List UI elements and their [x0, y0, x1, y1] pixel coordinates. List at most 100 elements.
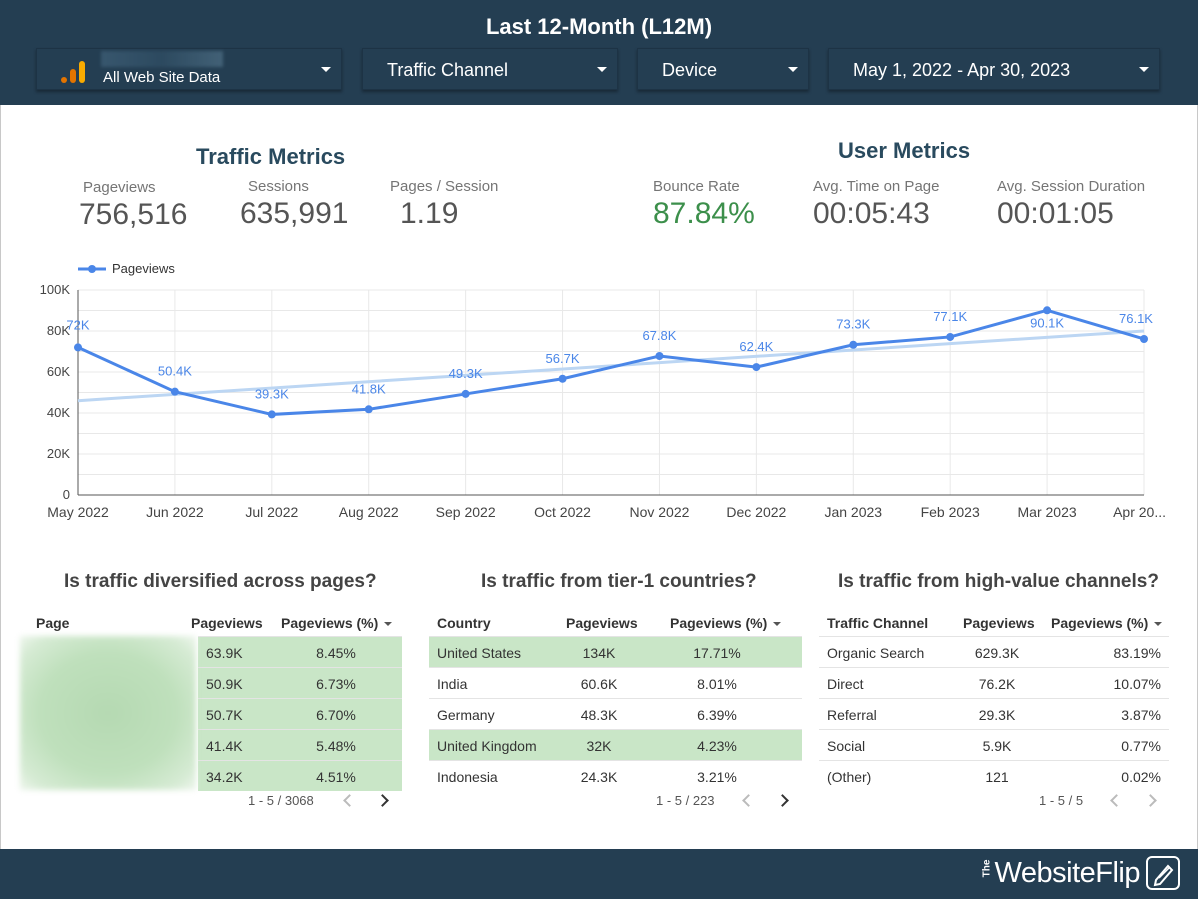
- cell-pct: 6.70%: [316, 707, 356, 723]
- table-row[interactable]: 50.9K 6.73%: [198, 667, 402, 698]
- legend-swatch-dot: [88, 265, 96, 273]
- table-row[interactable]: India 60.6K 8.01%: [429, 667, 802, 698]
- sessions-label: Sessions: [248, 178, 309, 195]
- x-tick-label: Nov 2022: [629, 504, 689, 520]
- cell-pct: 10.07%: [1113, 676, 1161, 692]
- sessions-value: 635,991: [240, 197, 349, 230]
- device-filter-label: Device: [662, 60, 718, 80]
- column-header-pageviews-pct[interactable]: Pageviews (%): [1051, 615, 1163, 631]
- column-header-pageviews-pct-label: Pageviews (%): [281, 615, 379, 631]
- x-tick-label: Sep 2022: [436, 504, 496, 520]
- cell-pct: 6.73%: [316, 676, 356, 692]
- data-point: [364, 405, 373, 414]
- table-row[interactable]: Referral 29.3K 3.87%: [819, 698, 1169, 729]
- data-label: 56.7K: [546, 351, 580, 366]
- data-label: 73.3K: [836, 317, 870, 332]
- column-header-pageviews-pct-label: Pageviews (%): [670, 615, 768, 631]
- table-row[interactable]: Social 5.9K 0.77%: [819, 729, 1169, 760]
- cell-name: United States: [437, 645, 522, 661]
- table-row[interactable]: 41.4K 5.48%: [198, 729, 402, 760]
- account-name-redacted: [101, 51, 223, 67]
- cell-pct: 0.02%: [1121, 769, 1161, 785]
- date-range-picker[interactable]: May 1, 2022 - Apr 30, 2023: [828, 48, 1160, 90]
- data-label: 49.3K: [449, 366, 483, 381]
- sort-desc-icon: [1154, 622, 1163, 627]
- data-point: [1140, 334, 1148, 343]
- data-source-selector[interactable]: All Web Site Data: [36, 48, 342, 90]
- cell-name: United Kingdom: [437, 738, 537, 754]
- data-label: 50.4K: [158, 364, 192, 379]
- pageviews-label: Pageviews: [83, 179, 156, 196]
- dashboard-header: Last 12-Month (L12M) All Web Site Data T…: [0, 0, 1198, 105]
- column-header-pageviews-pct[interactable]: Pageviews (%): [670, 615, 782, 631]
- cell-pct: 4.23%: [697, 738, 737, 754]
- cell-name: Indonesia: [437, 769, 498, 785]
- chevron-down-icon: [788, 67, 798, 72]
- data-label: 67.8K: [642, 328, 676, 343]
- data-point: [461, 389, 470, 398]
- pageviews-scorecard: Pageviews 756,516: [79, 179, 187, 232]
- table-row[interactable]: Direct 76.2K 10.07%: [819, 667, 1169, 698]
- pageviews-value: 756,516: [79, 198, 188, 231]
- avg-session-duration-value: 00:01:05: [997, 197, 1114, 230]
- cell-views: 48.3K: [580, 707, 618, 723]
- x-tick-label: Jun 2022: [146, 504, 204, 520]
- table-row[interactable]: Germany 48.3K 6.39%: [429, 698, 802, 729]
- page-urls-redacted: [20, 636, 196, 790]
- data-point: [74, 343, 82, 352]
- traffic-channel-filter[interactable]: Traffic Channel: [362, 48, 618, 90]
- sessions-scorecard: Sessions 635,991: [240, 178, 348, 231]
- cell-name: Social: [827, 738, 866, 754]
- cell-views: 24.3K: [580, 769, 618, 785]
- table-row[interactable]: 34.2K 4.51%: [198, 760, 402, 791]
- y-tick-label: 100K: [40, 282, 71, 297]
- data-point: [655, 352, 664, 361]
- column-header-country[interactable]: Country: [437, 615, 491, 631]
- y-tick-label: 0: [63, 487, 70, 502]
- column-header-page[interactable]: Page: [36, 615, 70, 631]
- cell-pct: 6.39%: [697, 707, 737, 723]
- y-tick-label: 40K: [47, 405, 70, 420]
- data-point: [752, 363, 761, 372]
- data-point: [849, 340, 858, 349]
- cell-views: 50.9K: [206, 676, 243, 692]
- x-tick-label: May 2022: [47, 504, 109, 520]
- chevron-down-icon: [321, 67, 331, 72]
- pages-per-session-value: 1.19: [400, 197, 459, 230]
- column-header-pageviews[interactable]: Pageviews: [566, 615, 638, 631]
- table-row[interactable]: 63.9K 8.45%: [198, 636, 402, 667]
- column-header-pageviews-pct[interactable]: Pageviews (%): [281, 615, 393, 631]
- cell-pct: 8.45%: [316, 645, 356, 661]
- cell-name: Direct: [827, 676, 864, 692]
- table-row[interactable]: (Other) 121 0.02%: [819, 760, 1169, 791]
- column-header-pageviews[interactable]: Pageviews: [963, 615, 1035, 631]
- avg-time-on-page-value: 00:05:43: [813, 197, 930, 230]
- column-header-pageviews[interactable]: Pageviews: [191, 615, 263, 631]
- user-metrics-title: User Metrics: [838, 138, 971, 163]
- data-source-label: All Web Site Data: [103, 69, 221, 86]
- x-tick-label: Apr 20...: [1113, 504, 1166, 520]
- cell-name: Organic Search: [827, 645, 925, 661]
- y-tick-label: 20K: [47, 446, 70, 461]
- cell-name: (Other): [827, 769, 872, 785]
- date-range-label: May 1, 2022 - Apr 30, 2023: [853, 60, 1071, 80]
- table-row[interactable]: Indonesia 24.3K 3.21%: [429, 760, 802, 791]
- brand-logo-text: WebsiteFlip: [994, 857, 1141, 889]
- device-filter[interactable]: Device: [637, 48, 809, 90]
- data-label: 39.3K: [255, 386, 289, 401]
- data-label: 76.1K: [1119, 311, 1153, 326]
- dashboard-title: Last 12-Month (L12M): [485, 14, 713, 39]
- bounce-rate-value: 87.84%: [653, 197, 755, 230]
- cell-views: 63.9K: [206, 645, 243, 661]
- cell-pct: 3.87%: [1121, 707, 1161, 723]
- cell-views: 41.4K: [206, 738, 243, 754]
- pages-per-session-label: Pages / Session: [390, 178, 499, 195]
- cell-views: 629.3K: [974, 645, 1020, 661]
- bounce-rate-label: Bounce Rate: [653, 178, 740, 195]
- table-row[interactable]: Organic Search 629.3K 83.19%: [819, 636, 1169, 667]
- channels-pagination-label: 1 - 5 / 5: [1039, 793, 1084, 808]
- table-row[interactable]: 50.7K 6.70%: [198, 698, 402, 729]
- table-row[interactable]: United Kingdom 32K 4.23%: [429, 729, 802, 760]
- table-row[interactable]: United States 134K 17.71%: [429, 636, 802, 667]
- column-header-traffic-channel[interactable]: Traffic Channel: [827, 615, 929, 631]
